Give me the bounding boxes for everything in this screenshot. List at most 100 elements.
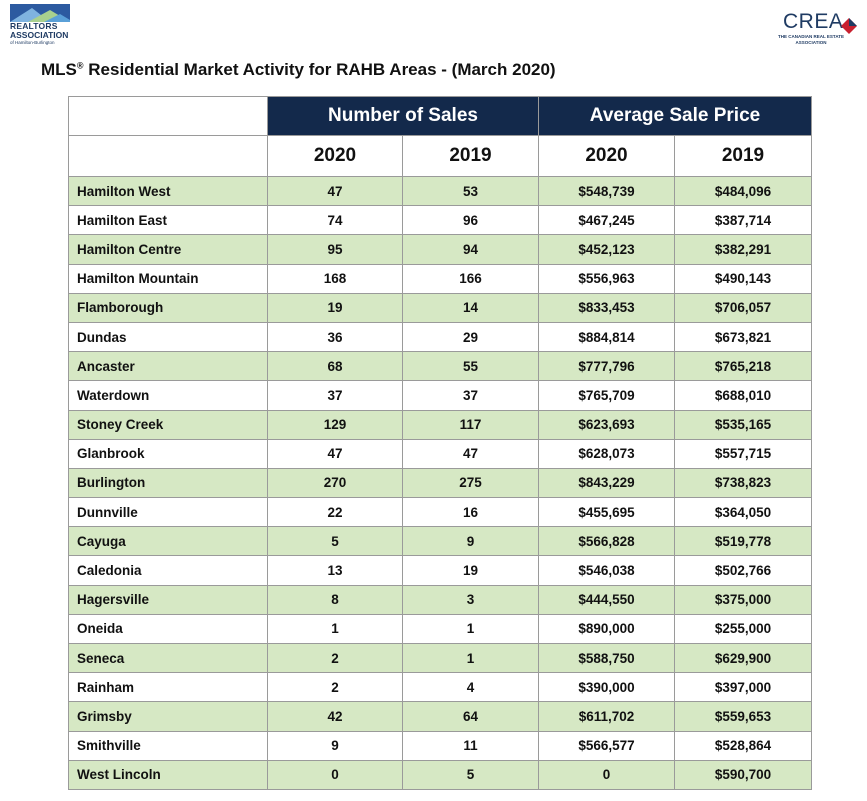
area-cell: Grimsby (68, 701, 268, 732)
sales-2019-cell: 96 (402, 205, 539, 236)
price-2019-cell: $590,700 (674, 759, 812, 790)
sales-2019-cell: 94 (402, 234, 539, 265)
sales-2020-cell: 1 (267, 613, 403, 645)
price-2020-cell: $833,453 (538, 292, 675, 323)
price-2020-cell: $444,550 (538, 584, 675, 615)
average-sale-price-header: Average Sale Price (538, 96, 812, 136)
area-cell: Burlington (68, 467, 268, 499)
page-title: MLS® Residential Market Activity for RAH… (41, 60, 556, 80)
table-row: Stoney Creek 129 117 $623,693 $535,165 (68, 409, 812, 440)
table-row: Hamilton East 74 96 $467,245 $387,714 (68, 205, 812, 236)
area-cell: Waterdown (68, 380, 268, 411)
table-row: Flamborough 19 14 $833,453 $706,057 (68, 292, 812, 323)
price-2019-cell: $535,165 (674, 409, 812, 440)
sales-2019-cell: 5 (402, 759, 539, 790)
sales-2020-cell: 37 (267, 380, 403, 411)
price-2019-cell: $738,823 (674, 467, 812, 499)
registered-mark: ® (76, 60, 84, 71)
area-cell: Dundas (68, 321, 268, 353)
price-2020-cell: $843,229 (538, 467, 675, 499)
price-2019-cell: $519,778 (674, 526, 812, 557)
price-2019-cell: $255,000 (674, 613, 812, 645)
price-2019-cell: $397,000 (674, 672, 812, 703)
crea-wordmark: CREA (783, 10, 844, 33)
roof-logo-icon (10, 4, 70, 22)
table-row: Hamilton Mountain 168 166 $556,963 $490,143 (68, 263, 812, 294)
table-row: Waterdown 37 37 $765,709 $688,010 (68, 380, 812, 411)
price-2019-cell: $559,653 (674, 701, 812, 732)
price-2020-cell: $566,577 (538, 730, 675, 761)
sales-2019-cell: 117 (402, 409, 539, 440)
sales-2020-cell: 36 (267, 321, 403, 353)
sales-2020-cell: 2 (267, 642, 403, 674)
table-row: Oneida 1 1 $890,000 $255,000 (68, 613, 812, 645)
price-2019-cell: $673,821 (674, 321, 812, 353)
table-row: Grimsby 42 64 $611,702 $559,653 (68, 701, 812, 732)
sales-2019-cell: 1 (402, 613, 539, 645)
year-header-row: 2020 2019 2020 2019 (68, 135, 812, 177)
sales-2019-cell: 14 (402, 292, 539, 323)
crea-logo: CREA THE CANADIAN REAL ESTATE ASSOCIATIO… (771, 10, 861, 50)
area-cell: Hamilton East (68, 205, 268, 236)
header-blank-cell (68, 96, 268, 136)
table-row: Dundas 36 29 $884,814 $673,821 (68, 321, 812, 353)
price-2019-cell: $557,715 (674, 438, 812, 469)
sales-2019-cell: 29 (402, 321, 539, 353)
table-row: Seneca 2 1 $588,750 $629,900 (68, 642, 812, 674)
price-2019-cell: $765,218 (674, 351, 812, 382)
area-cell: Rainham (68, 672, 268, 703)
sales-2019-cell: 166 (402, 263, 539, 294)
table-row: Cayuga 5 9 $566,828 $519,778 (68, 526, 812, 557)
price-2020-cell: $588,750 (538, 642, 675, 674)
year-header: 2020 (538, 135, 675, 177)
area-cell: West Lincoln (68, 759, 268, 790)
sales-2019-cell: 37 (402, 380, 539, 411)
sales-2020-cell: 13 (267, 555, 403, 586)
sales-2020-cell: 270 (267, 467, 403, 499)
price-2020-cell: $623,693 (538, 409, 675, 440)
area-cell: Caledonia (68, 555, 268, 586)
price-2020-cell: $890,000 (538, 613, 675, 645)
logo-text-line2: ASSOCIATION (10, 30, 69, 40)
table-row: Hagersville 8 3 $444,550 $375,000 (68, 584, 812, 615)
area-cell: Hamilton Mountain (68, 263, 268, 294)
sales-2020-cell: 9 (267, 730, 403, 761)
sales-2019-cell: 16 (402, 497, 539, 528)
sales-2019-cell: 64 (402, 701, 539, 732)
table-row: Smithville 9 11 $566,577 $528,864 (68, 730, 812, 761)
area-cell: Seneca (68, 642, 268, 674)
sales-2019-cell: 19 (402, 555, 539, 586)
price-2019-cell: $528,864 (674, 730, 812, 761)
crea-subtitle: THE CANADIAN REAL ESTATE ASSOCIATION (777, 34, 844, 45)
sales-2020-cell: 5 (267, 526, 403, 557)
sales-2020-cell: 47 (267, 175, 403, 207)
table-row: Burlington 270 275 $843,229 $738,823 (68, 467, 812, 499)
table-row: Hamilton West 47 53 $548,739 $484,096 (68, 175, 812, 207)
table-row: Caledonia 13 19 $546,038 $502,766 (68, 555, 812, 586)
price-2019-cell: $375,000 (674, 584, 812, 615)
area-cell: Glanbrook (68, 438, 268, 469)
sales-2019-cell: 11 (402, 730, 539, 761)
area-cell: Stoney Creek (68, 409, 268, 440)
price-2020-cell: $390,000 (538, 672, 675, 703)
price-2019-cell: $502,766 (674, 555, 812, 586)
sales-2019-cell: 47 (402, 438, 539, 469)
price-2020-cell: $611,702 (538, 701, 675, 732)
price-2020-cell: $548,739 (538, 175, 675, 207)
area-cell: Flamborough (68, 292, 268, 323)
sales-2019-cell: 9 (402, 526, 539, 557)
year-blank-cell (68, 135, 268, 177)
price-2020-cell: $765,709 (538, 380, 675, 411)
title-prefix: MLS (41, 60, 77, 79)
area-cell: Oneida (68, 613, 268, 645)
sales-2020-cell: 8 (267, 584, 403, 615)
table-row: West Lincoln 0 5 0 $590,700 (68, 759, 812, 790)
table-row: Rainham 2 4 $390,000 $397,000 (68, 672, 812, 703)
price-2019-cell: $382,291 (674, 234, 812, 265)
sales-2020-cell: 95 (267, 234, 403, 265)
sales-2020-cell: 0 (267, 759, 403, 790)
area-cell: Dunnville (68, 497, 268, 528)
sales-2019-cell: 53 (402, 175, 539, 207)
logo-text-line1: REALTORS (10, 21, 58, 31)
sales-2020-cell: 68 (267, 351, 403, 382)
